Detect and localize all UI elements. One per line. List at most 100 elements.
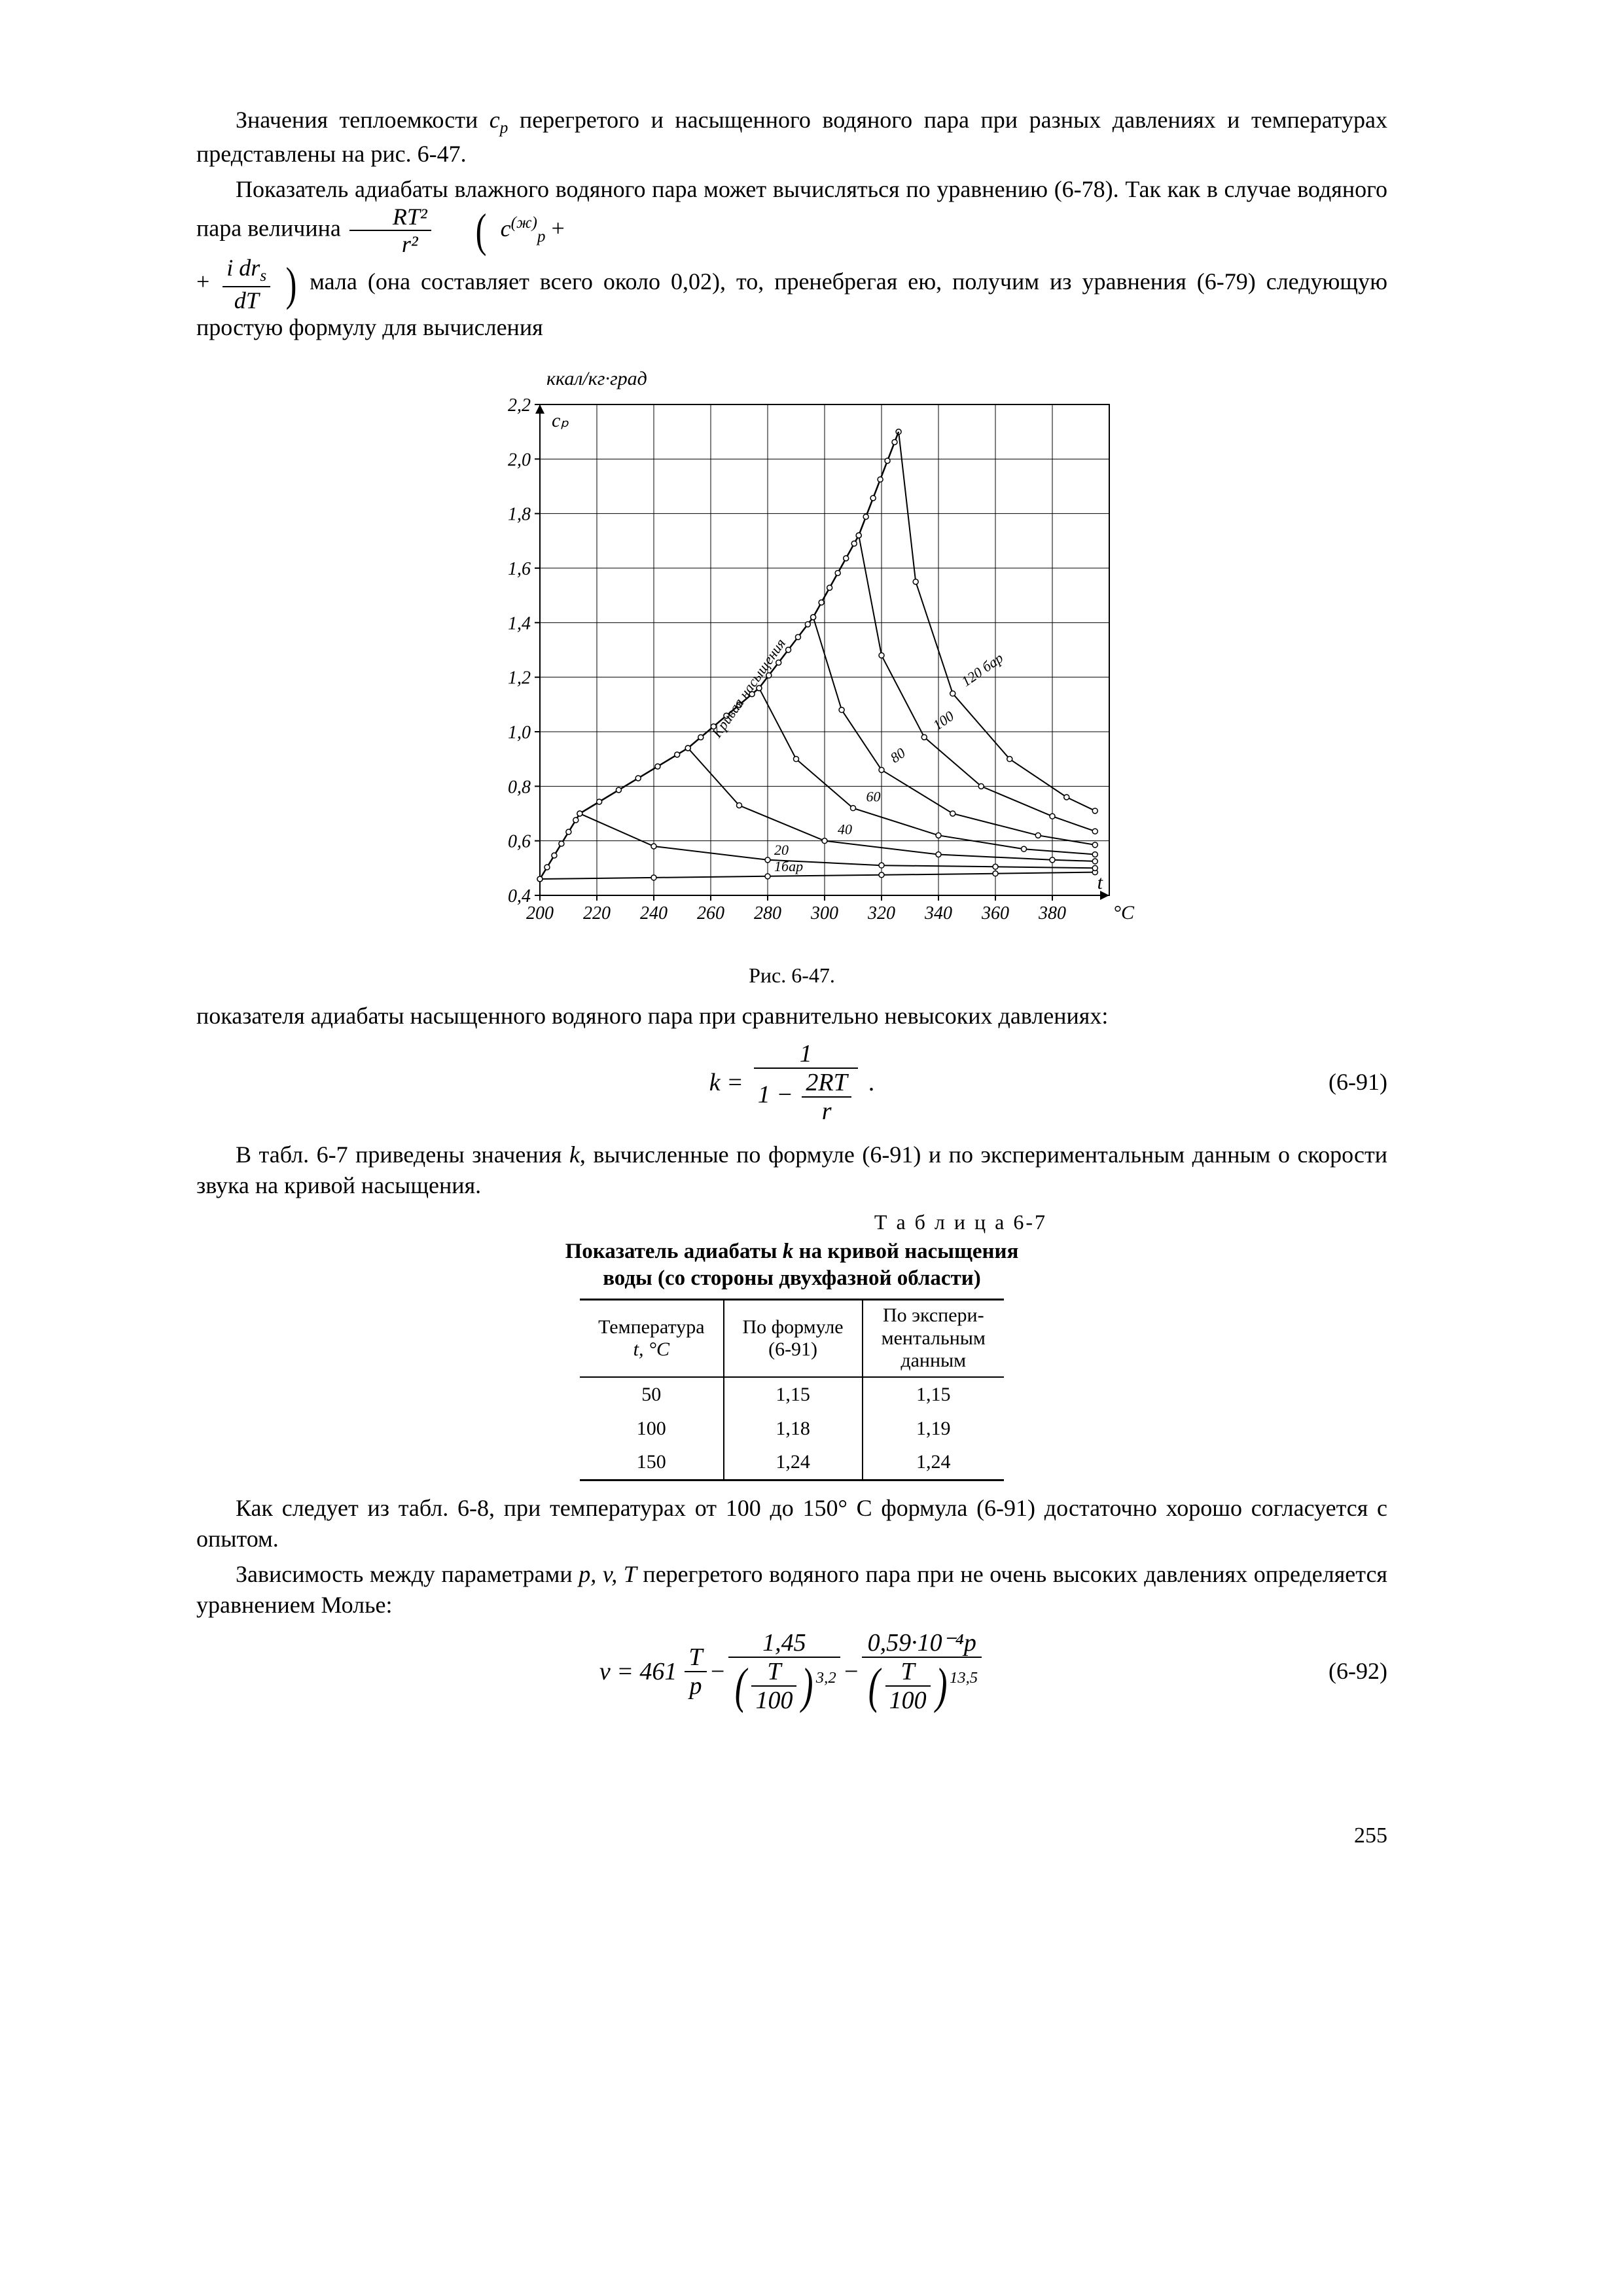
- idr: i dr: [226, 255, 260, 281]
- paragraph-6: Зависимость между параметрами p, v, T пе…: [196, 1559, 1387, 1621]
- svg-text:360: 360: [981, 903, 1009, 924]
- table-cell: 1,19: [863, 1412, 1004, 1446]
- eq92-f3id: 100: [885, 1687, 931, 1713]
- c-zh-c: c: [501, 215, 511, 242]
- eq91-r: r: [802, 1098, 851, 1124]
- table-cell: 1,24: [724, 1445, 863, 1480]
- svg-text:1,8: 1,8: [508, 505, 531, 525]
- eq92-f2in: T: [751, 1659, 796, 1687]
- table-row: 501,151,15: [580, 1377, 1004, 1412]
- th1l1: Температура: [598, 1316, 704, 1338]
- table-row: 1501,241,24: [580, 1445, 1004, 1480]
- th3l2: ментальным: [882, 1327, 986, 1349]
- svg-text:1,2: 1,2: [508, 668, 531, 689]
- th2l2: (6-91): [768, 1338, 817, 1360]
- eq92-f2n: 1,45: [728, 1630, 840, 1658]
- eq92-f2id: 100: [751, 1687, 796, 1713]
- svg-text:380: 380: [1038, 903, 1066, 924]
- eq91-lead: 1 −: [758, 1081, 793, 1108]
- cp-c: c: [490, 107, 500, 133]
- p2b: мала (она составляет всего около 0,02), …: [196, 268, 1387, 340]
- paragraph-3: показателя адиабаты насыщенного водяного…: [196, 1001, 1387, 1032]
- eq91-lhs: k =: [709, 1066, 743, 1099]
- table-cell: 1,15: [724, 1377, 863, 1412]
- k-sym: k: [569, 1141, 580, 1168]
- lparen-1: (: [448, 209, 486, 252]
- table-6-7: Температура t, °C По формуле (6-91) По э…: [580, 1299, 1004, 1480]
- svg-text:ккал/кг·град: ккал/кг·град: [546, 368, 647, 389]
- th3l3: данным: [901, 1350, 966, 1371]
- p4a: В табл. 6-7 приведены значения: [236, 1141, 569, 1168]
- th1l2: t, °C: [633, 1338, 669, 1360]
- equation-6-92: v = 461 T p − 1,45 ( T 100 )3,2 − 0,59·1…: [196, 1630, 1387, 1713]
- paragraph-5: Как следует из табл. 6-8, при температур…: [196, 1493, 1387, 1555]
- page-number: 255: [1354, 1821, 1387, 1851]
- table-cell: 100: [580, 1412, 723, 1446]
- table-cell: 1,15: [863, 1377, 1004, 1412]
- th-formula: По формуле (6-91): [724, 1300, 863, 1377]
- rparen-1: ): [286, 263, 297, 306]
- svg-text:0,8: 0,8: [508, 778, 531, 798]
- svg-text:300: 300: [810, 903, 838, 924]
- tt1: Показатель адиабаты: [565, 1240, 783, 1263]
- table-title: Показатель адиабаты k на кривой насыщени…: [543, 1238, 1041, 1293]
- cp-sub: p: [500, 119, 508, 137]
- svg-text:60: 60: [866, 789, 881, 805]
- svg-text:20: 20: [774, 842, 789, 858]
- equation-6-91: k = 1 1 − 2RT r . (6-91): [196, 1041, 1387, 1124]
- eq91-number: (6-91): [1329, 1067, 1387, 1098]
- p1a: Значения теплоемкости: [236, 107, 490, 133]
- eq92-m1: −: [709, 1655, 726, 1688]
- table-cell: 150: [580, 1445, 723, 1480]
- c-zh-sub: p: [537, 228, 546, 245]
- paragraph-4: В табл. 6-7 приведены значения k, вычисл…: [196, 1139, 1387, 1202]
- dT: dT: [223, 287, 270, 312]
- c-zh-sup: (ж): [511, 214, 537, 232]
- eq92-f3n: 0,59·10⁻⁴p: [862, 1630, 982, 1658]
- svg-text:0,6: 0,6: [508, 832, 531, 852]
- th-temp: Температура t, °C: [580, 1300, 723, 1377]
- eq92-f1n: T: [685, 1645, 706, 1672]
- th3l1: По экспери-: [883, 1304, 984, 1326]
- eq91-top: 1: [754, 1041, 858, 1069]
- svg-text:2,0: 2,0: [508, 450, 531, 471]
- svg-text:1,0: 1,0: [508, 723, 531, 743]
- svg-text:40: 40: [838, 821, 852, 838]
- table-cell: 50: [580, 1377, 723, 1412]
- frac-idr-dt: i drs dT: [223, 256, 270, 312]
- frac-rt2-r2: RT² r²: [349, 205, 431, 256]
- eq92-f3e: 13,5: [950, 1669, 978, 1687]
- eq92-f3in: T: [885, 1659, 931, 1687]
- svg-text:1,4: 1,4: [508, 614, 531, 634]
- table-cell: 1,18: [724, 1412, 863, 1446]
- svg-text:1,6: 1,6: [508, 559, 531, 579]
- paragraph-2: Показатель адиабаты влажного водяного па…: [196, 174, 1387, 257]
- svg-text:260: 260: [697, 903, 724, 924]
- svg-text:°C: °C: [1113, 902, 1135, 924]
- svg-text:220: 220: [583, 903, 611, 924]
- chart-svg: ккал/кг·градcₚ0,40,60,81,01,21,41,61,82,…: [448, 359, 1135, 948]
- paragraph-1: Значения теплоемкости cp перегретого и н…: [196, 105, 1387, 170]
- svg-text:320: 320: [867, 903, 895, 924]
- k-sym-2: k: [783, 1240, 794, 1263]
- c-zh: c(ж)p: [501, 215, 552, 242]
- paragraph-2b: + i drs dT ) мала (она составляет всего …: [196, 256, 1387, 343]
- svg-text:340: 340: [924, 903, 952, 924]
- table-row: 1001,181,19: [580, 1412, 1004, 1446]
- th-exp: По экспери- ментальным данным: [863, 1300, 1004, 1377]
- p6a: Зависимость между параметрами: [236, 1561, 579, 1587]
- pvT: p, v, T: [579, 1561, 637, 1587]
- r2: r²: [349, 231, 431, 256]
- th2l1: По формуле: [743, 1316, 844, 1338]
- table-label: Т а б л и ц а 6-7: [196, 1208, 1387, 1236]
- eq92-f2e: 3,2: [816, 1669, 836, 1687]
- eq92-lhs: v = 461: [599, 1655, 677, 1688]
- table-cell: 1,24: [863, 1445, 1004, 1480]
- eq91-2rt: 2RT: [802, 1070, 851, 1098]
- figure-6-47: ккал/кг·градcₚ0,40,60,81,01,21,41,61,82,…: [196, 359, 1387, 956]
- svg-text:cₚ: cₚ: [552, 410, 569, 431]
- svg-text:240: 240: [640, 903, 668, 924]
- svg-text:t: t: [1097, 872, 1103, 893]
- eq92-number: (6-92): [1329, 1656, 1387, 1687]
- rt2: RT²: [349, 205, 431, 231]
